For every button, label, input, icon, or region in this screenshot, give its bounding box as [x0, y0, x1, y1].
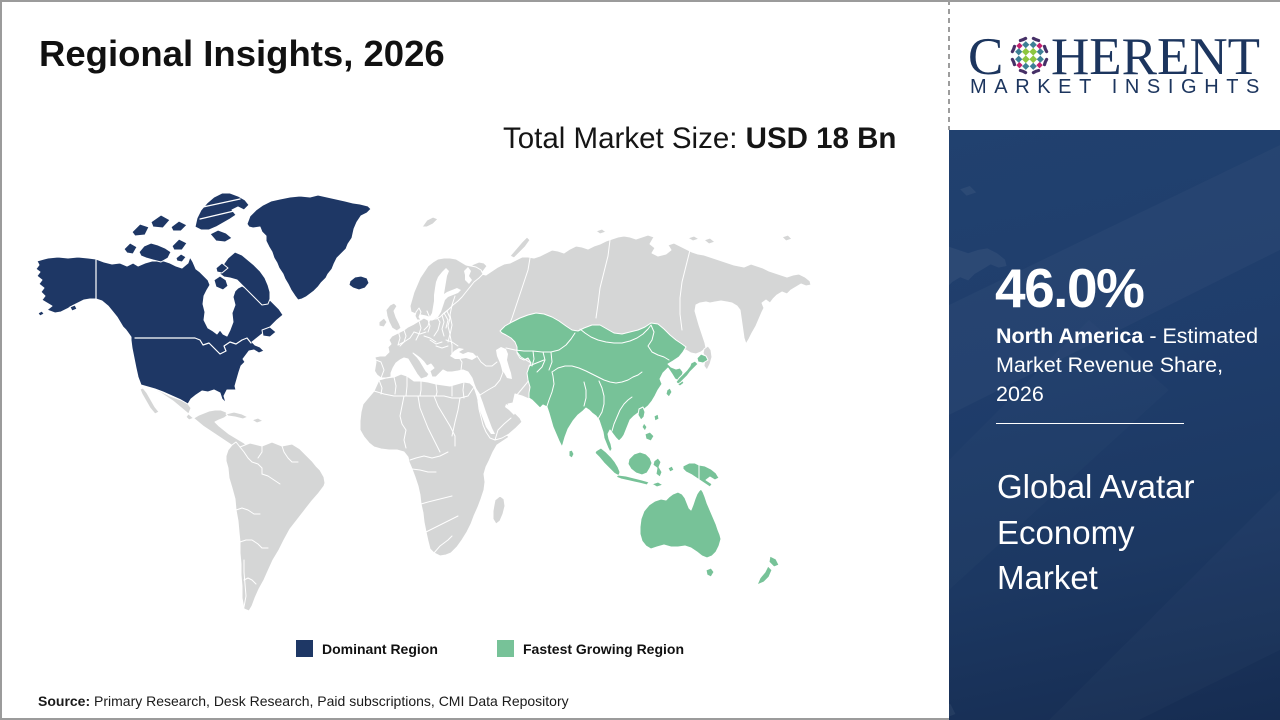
- svg-text:MARKET INSIGHTS: MARKET INSIGHTS: [970, 76, 1267, 98]
- svg-text:HERENT: HERENT: [1051, 28, 1260, 86]
- svg-text:C: C: [968, 28, 1005, 86]
